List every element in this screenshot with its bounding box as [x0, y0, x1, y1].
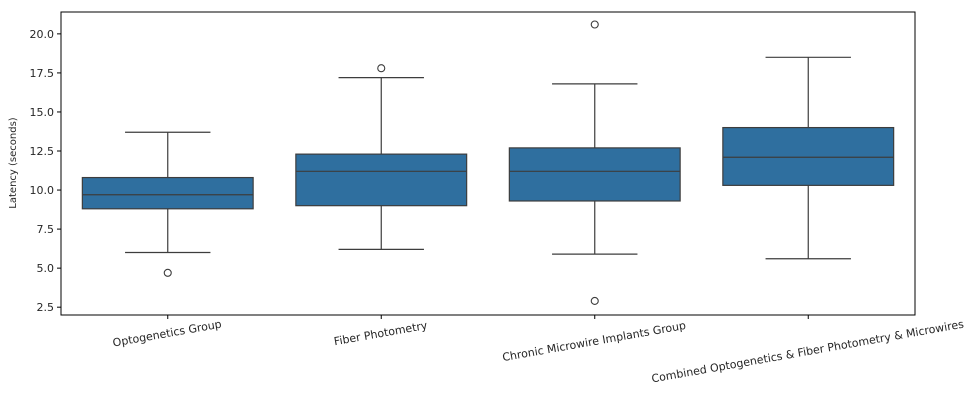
y-tick-label: 12.5 [30, 145, 55, 158]
box-group [722, 56, 895, 260]
y-axis: 2.5 5.0 7.5 10.0 12.5 15.0 17.5 20.0 [30, 28, 61, 314]
x-axis: Optogenetics Group Fiber Photometry Chroni… [112, 315, 965, 385]
y-tick-label: 2.5 [37, 301, 55, 314]
x-tick-label: Chronic Microwire Implants Group [501, 319, 687, 364]
y-tick-label: 20.0 [30, 28, 55, 41]
y-tick-label: 7.5 [37, 223, 55, 236]
box-group [81, 131, 254, 277]
outlier-point [377, 64, 386, 73]
y-tick-label: 5.0 [37, 262, 55, 275]
y-tick-label: 15.0 [30, 106, 55, 119]
y-axis-title: Latency (seconds) [8, 117, 19, 208]
boxes-layer [81, 20, 895, 305]
outlier-point [590, 20, 599, 29]
plot-area-frame [60, 11, 916, 316]
box-iqr [81, 176, 254, 210]
outlier-point [163, 268, 172, 277]
box-group [508, 20, 681, 305]
x-tick-label: Combined Optogenetics & Fiber Photometry… [650, 318, 965, 386]
x-tick-label: Fiber Photometry [333, 319, 429, 348]
y-tick-label: 17.5 [30, 67, 55, 80]
box-group [295, 64, 468, 251]
box-iqr [508, 147, 681, 202]
outlier-point [590, 296, 599, 305]
box-iqr [295, 153, 468, 207]
y-tick-label: 10.0 [30, 184, 55, 197]
box-iqr [722, 126, 895, 186]
x-tick-label: Optogenetics Group [112, 318, 223, 350]
